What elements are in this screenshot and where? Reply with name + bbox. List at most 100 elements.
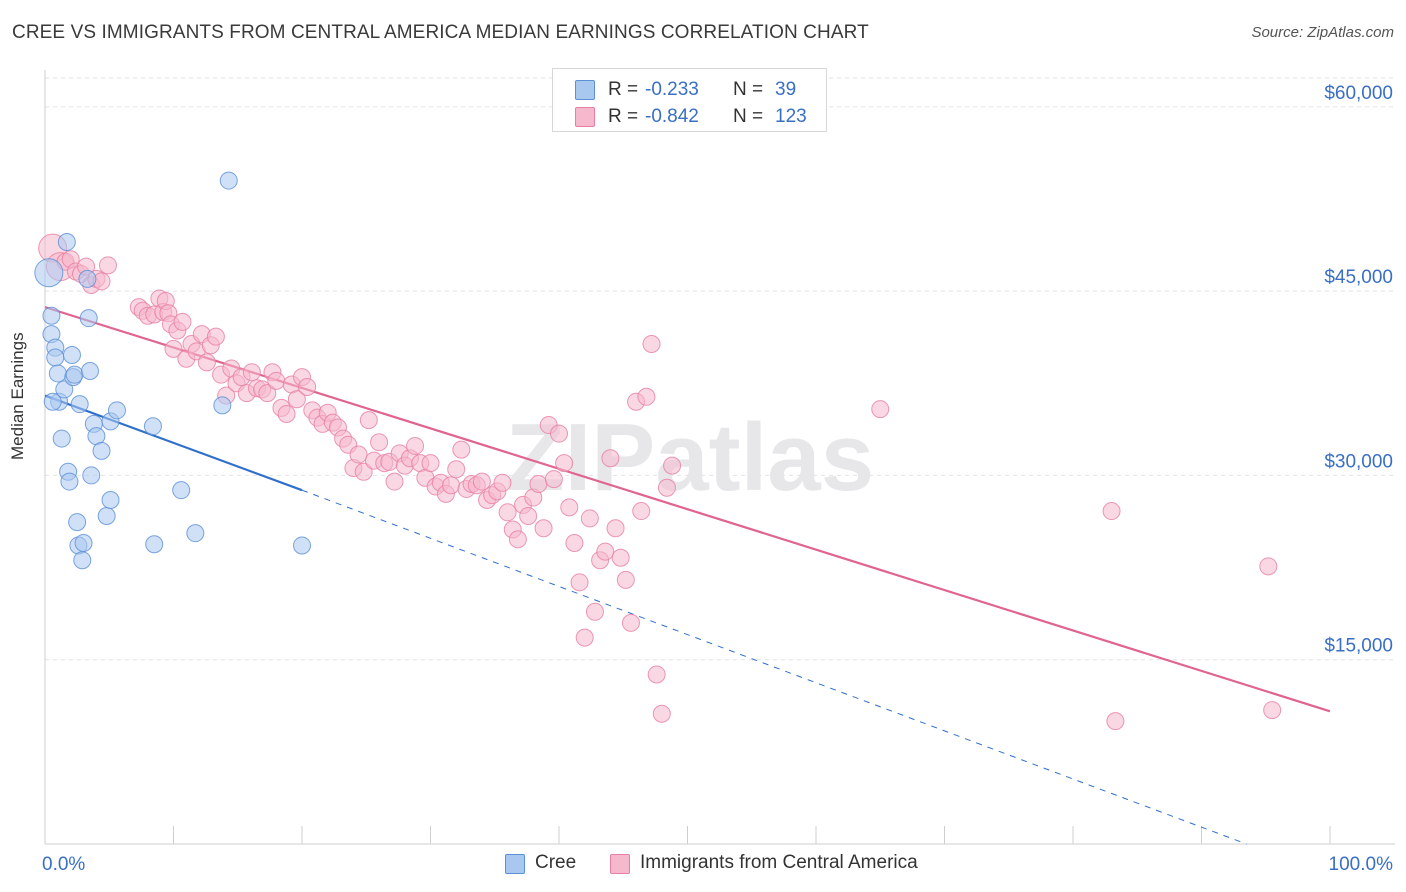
- immigrant-point: [1106, 712, 1125, 731]
- cree-swatch: [505, 854, 525, 874]
- cree-point: [55, 380, 74, 399]
- immigrant-point: [1259, 557, 1278, 576]
- immigrant-point: [421, 454, 440, 473]
- r-value: -0.233: [645, 79, 699, 100]
- r-value: -0.842: [645, 106, 699, 127]
- immigrant-point: [1263, 701, 1282, 720]
- cree-point: [57, 233, 76, 251]
- correlation-legend: R = -0.233 N = 39 R = -0.842 N = 123: [552, 68, 827, 132]
- cree-point: [186, 524, 205, 543]
- cree-point: [79, 309, 98, 328]
- cree-point: [293, 536, 311, 555]
- immigrant-point: [647, 665, 666, 684]
- immigrant-point: [370, 433, 389, 452]
- data-points: [34, 171, 1282, 731]
- immigrants-swatch: [610, 854, 630, 874]
- immigrant-point: [493, 473, 512, 492]
- cree-swatch: [575, 80, 595, 100]
- n-value: 123: [775, 106, 807, 127]
- cree-point: [82, 466, 101, 485]
- tick-labels: $15,000 $30,000 $45,000 $60,000 0.0% 100.0%: [42, 83, 1393, 875]
- legend-row-immigrants: R = -0.842 N = 123: [553, 104, 826, 130]
- immigrant-point: [498, 503, 517, 522]
- axes: [44, 70, 1395, 845]
- immigrant-point: [663, 456, 682, 475]
- y-tick-label: $15,000: [1324, 636, 1393, 657]
- immigrant-point: [277, 405, 296, 423]
- immigrant-point: [580, 509, 599, 528]
- cree-point: [42, 306, 61, 325]
- immigrant-point: [406, 436, 425, 455]
- immigrant-point: [164, 339, 183, 358]
- x-tick-label: 0.0%: [42, 854, 85, 875]
- immigrant-point: [611, 548, 630, 567]
- source-label: Source: ZipAtlas.com: [1251, 24, 1394, 41]
- immigrant-point: [632, 502, 651, 521]
- cree-point: [172, 481, 191, 500]
- immigrant-point: [508, 530, 527, 549]
- immigrant-point: [447, 460, 466, 479]
- immigrant-point: [601, 449, 620, 468]
- immigrant-point: [442, 476, 461, 495]
- immigrants-swatch: [575, 107, 595, 127]
- immigrant-point: [267, 371, 286, 390]
- immigrant-point: [349, 445, 368, 464]
- immigrant-point: [98, 256, 117, 275]
- y-axis-label: Median Earnings: [8, 332, 27, 460]
- cree-point: [68, 513, 87, 532]
- n-label: N =: [733, 106, 764, 127]
- immigrant-point: [472, 472, 491, 491]
- cree-point: [219, 171, 238, 190]
- immigrant-point: [555, 454, 574, 473]
- immigrant-point: [197, 353, 216, 372]
- immigrant-point: [298, 377, 317, 396]
- immigrant-point: [585, 602, 604, 621]
- x-tick-label: 100.0%: [1329, 854, 1394, 875]
- r-label: R =: [608, 106, 639, 127]
- immigrant-point: [606, 519, 625, 538]
- legend-row-cree: R = -0.233 N = 39: [553, 77, 826, 103]
- cree-point: [213, 396, 232, 415]
- cree-point: [62, 346, 81, 365]
- cree-point: [46, 348, 65, 367]
- y-tick-label: $45,000: [1324, 267, 1393, 288]
- immigrant-point: [544, 470, 563, 489]
- cree-point: [60, 472, 79, 491]
- immigrant-point: [550, 424, 568, 443]
- n-label: N =: [733, 79, 764, 100]
- immigrant-point: [385, 472, 404, 491]
- immigrant-point: [642, 334, 661, 353]
- immigrant-point: [575, 628, 594, 647]
- cree-point: [107, 401, 126, 420]
- cree-point: [92, 441, 111, 460]
- immigrant-point: [534, 519, 553, 538]
- y-tick-label: $60,000: [1324, 83, 1393, 104]
- immigrant-point: [871, 400, 890, 419]
- cree-point: [52, 429, 71, 448]
- cree-point: [101, 491, 120, 509]
- immigrant-point: [354, 462, 373, 481]
- cree-point: [78, 269, 97, 288]
- immigrant-point: [519, 506, 538, 525]
- immigrant-point: [596, 542, 615, 561]
- immigrant-point: [1102, 502, 1121, 521]
- immigrant-point: [560, 498, 579, 517]
- immigrant-point: [529, 475, 548, 494]
- y-tick-label: $30,000: [1324, 451, 1393, 472]
- immigrant-point: [657, 478, 676, 497]
- immigrant-point: [206, 327, 225, 346]
- immigrant-point: [359, 411, 378, 430]
- cree-point: [73, 551, 92, 570]
- immigrant-point: [287, 390, 306, 409]
- immigrant-point: [570, 573, 589, 592]
- immigrant-point: [173, 312, 192, 331]
- chart-title: CREE VS IMMIGRANTS FROM CENTRAL AMERICA …: [12, 22, 869, 43]
- immigrant-point: [652, 704, 671, 723]
- immigrants-label: Immigrants from Central America: [640, 852, 918, 873]
- cree-trend-line: [44, 394, 303, 492]
- immigrant-point: [637, 387, 656, 406]
- cree-point: [145, 535, 164, 554]
- r-label: R =: [608, 79, 639, 100]
- cree-point: [65, 365, 84, 384]
